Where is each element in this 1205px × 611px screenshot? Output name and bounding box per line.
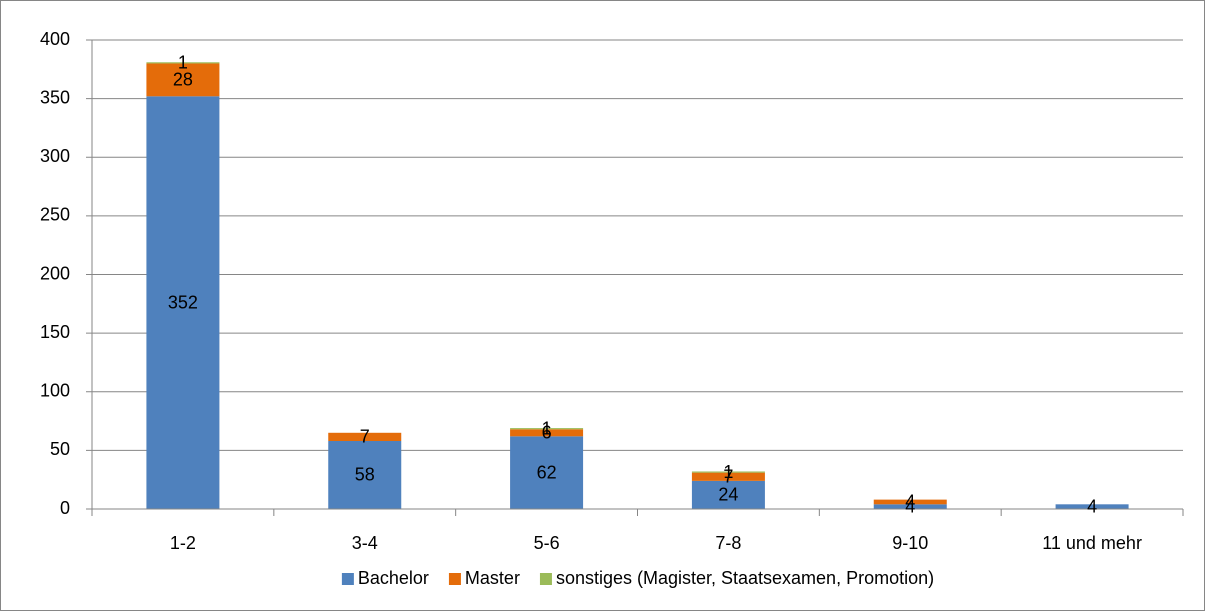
bar-segment xyxy=(146,96,220,509)
data-label: 352 xyxy=(168,292,198,312)
data-label: 4 xyxy=(905,496,915,516)
data-label: 4 xyxy=(905,492,915,512)
bar-segment xyxy=(510,436,584,509)
bar-segment xyxy=(691,472,765,481)
data-label: 58 xyxy=(355,465,375,485)
data-label: 4 xyxy=(1087,496,1097,516)
data-label: 7 xyxy=(360,427,370,447)
y-tick-label: 400 xyxy=(40,29,70,49)
data-label: 1 xyxy=(723,462,733,482)
legend-label: Master xyxy=(465,568,520,588)
y-tick-label: 300 xyxy=(40,146,70,166)
x-tick-label: 5-6 xyxy=(534,533,560,553)
legend-swatch xyxy=(341,573,354,585)
y-tick-label: 0 xyxy=(60,498,70,518)
bar-segment xyxy=(328,432,402,441)
bar-segment xyxy=(146,62,220,64)
bar-segment xyxy=(510,428,584,430)
bar-segment xyxy=(691,480,765,509)
legend-label: sonstiges (Magister, Staatsexamen, Promo… xyxy=(556,568,934,588)
data-label: 1 xyxy=(542,418,552,438)
bar-segment xyxy=(691,471,765,473)
x-tick-label: 3-4 xyxy=(352,533,378,553)
y-tick-label: 250 xyxy=(40,205,70,225)
y-tick-label: 200 xyxy=(40,263,70,283)
bar-segment xyxy=(328,440,402,509)
y-tick-label: 150 xyxy=(40,322,70,342)
bar-segment xyxy=(873,499,947,505)
bar-segment xyxy=(873,504,947,509)
x-tick-label: 7-8 xyxy=(715,533,741,553)
data-label: 28 xyxy=(173,70,193,90)
bar-segment xyxy=(146,63,220,97)
data-label: 62 xyxy=(537,462,557,482)
bar-segment xyxy=(1055,504,1129,509)
y-tick-label: 350 xyxy=(40,87,70,107)
legend-swatch xyxy=(539,573,552,585)
bar-segment xyxy=(510,429,584,437)
data-label: 24 xyxy=(718,485,738,505)
x-tick-label: 9-10 xyxy=(892,533,928,553)
data-label: 7 xyxy=(723,467,733,487)
data-label: 6 xyxy=(542,423,552,443)
legend-swatch xyxy=(448,573,461,585)
y-tick-label: 50 xyxy=(50,439,70,459)
x-tick-label: 1-2 xyxy=(170,533,196,553)
y-tick-label: 100 xyxy=(40,381,70,401)
x-tick-label: 11 und mehr xyxy=(1042,533,1142,553)
data-label: 1 xyxy=(178,53,188,73)
legend-label: Bachelor xyxy=(358,568,429,588)
